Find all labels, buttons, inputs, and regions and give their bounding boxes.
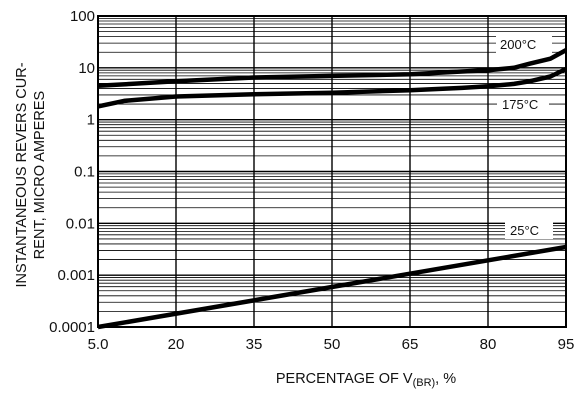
y-tick-label: 0.001: [57, 267, 95, 284]
x-tick-label: 35: [246, 336, 263, 353]
y-axis-title: INSTANTANEOUS REVERS CUR- RENT, MICRO AM…: [14, 62, 48, 287]
series-line-2: [97, 244, 567, 330]
series-line-1: [97, 66, 567, 109]
plot-frame: [97, 15, 567, 328]
y-tick-label: 1: [87, 112, 95, 129]
y-tick-label: 100: [70, 8, 95, 25]
label-175c: 175°C: [497, 96, 549, 113]
x-axis-title-tail: , %: [435, 371, 456, 387]
x-tick-label: 5.0: [88, 336, 109, 353]
label-175c-text: 175°C: [502, 97, 538, 112]
label-200c: 200°C: [496, 36, 552, 53]
label-25c-text: 25°C: [510, 223, 539, 238]
x-axis-title: PERCENTAGE OF V(BR), %: [276, 371, 456, 389]
x-tick-label: 20: [168, 336, 185, 353]
y-tick-label: 0.0001: [49, 319, 95, 336]
y-axis-title-line-2: RENT, MICRO AMPERES: [32, 91, 48, 259]
x-axis-title-main: PERCENTAGE OF V: [276, 371, 413, 387]
x-tick-label: 95: [558, 336, 575, 353]
y-tick-label: 0.01: [66, 215, 95, 232]
label-200c-text: 200°C: [500, 37, 536, 52]
x-axis-title-subscript: (BR): [413, 377, 436, 389]
x-tick-label: 65: [402, 336, 419, 353]
y-axis-title-line-1: INSTANTANEOUS REVERS CUR-: [14, 62, 30, 287]
series-line-0: [97, 48, 568, 89]
x-tick-label: 80: [480, 336, 497, 353]
series-group: [97, 48, 568, 330]
y-tick-label: 0.1: [74, 164, 95, 181]
tick-labels: 5.0 20 35 50 65 80 95 0.0001 0.001 0.01 0.1 1 10 100: [49, 8, 574, 353]
grid: [97, 16, 567, 328]
x-tick-label: 50: [324, 336, 341, 353]
y-tick-label: 10: [78, 60, 95, 77]
label-25c: 25°C: [505, 222, 553, 239]
